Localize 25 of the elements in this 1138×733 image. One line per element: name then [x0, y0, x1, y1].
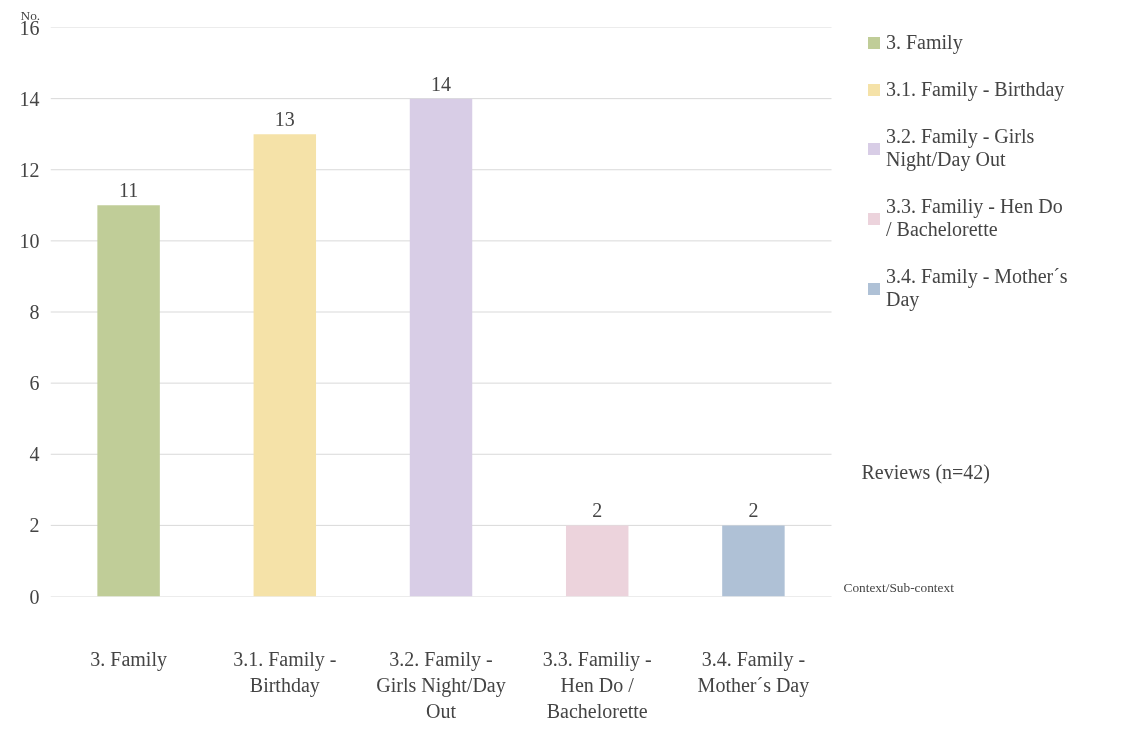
x-axis-title: Context/Sub-context: [843, 579, 955, 595]
y-tick-label: 10: [19, 229, 40, 252]
x-tick-label: 3. Family: [90, 647, 167, 671]
y-tick-label: 4: [29, 443, 40, 466]
x-tick-label: 3.1. Family - Birthday: [233, 647, 337, 697]
y-tick-label: 6: [29, 372, 40, 395]
legend-label: 3.4. Family - Mother´s Day: [886, 265, 1069, 311]
data-label: 13: [274, 108, 295, 131]
text: Reviews (n=42): [861, 460, 991, 484]
x-tick-label: 3.4. Family - Mother´s Day: [697, 647, 810, 697]
y-tick-label: 2: [29, 514, 40, 537]
data-label: 14: [431, 72, 452, 95]
y-tick-label: 14: [19, 87, 40, 110]
x-tick-label: 3.3. Familiy - Hen Do / Bachelorette: [542, 647, 652, 723]
legend-label: 3. Family: [886, 31, 964, 54]
legend-label: 3.3. Familiy - Hen Do / Bachelorette: [886, 195, 1064, 241]
y-tick-label: 0: [29, 585, 40, 608]
data-label: 11: [118, 179, 139, 202]
y-tick-label: 8: [29, 301, 40, 323]
data-label: 2: [592, 499, 603, 522]
legend-label: 3.2. Family - Girls Night/Day Out: [886, 125, 1036, 171]
legend-label: 3.1. Family - Birthday: [886, 78, 1066, 101]
x-tick-label: 3.2. Family - Girls Night/Day Out: [376, 647, 506, 723]
y-tick-label: 12: [19, 158, 40, 181]
data-label: 2: [748, 499, 759, 522]
